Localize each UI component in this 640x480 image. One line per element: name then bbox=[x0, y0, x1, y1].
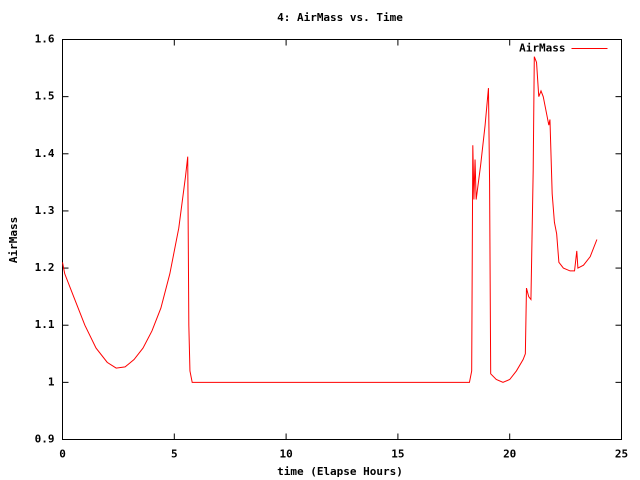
x-tick-label: 15 bbox=[391, 448, 404, 461]
y-axis-label: AirMass bbox=[7, 217, 20, 263]
y-tick-label: 1.3 bbox=[35, 204, 55, 217]
x-tick-label: 20 bbox=[503, 448, 516, 461]
y-tick-label: 1.4 bbox=[35, 147, 55, 160]
y-tick-label: 1.6 bbox=[35, 33, 55, 46]
y-tick-label: 1.1 bbox=[35, 318, 55, 331]
x-tick-label: 0 bbox=[59, 448, 66, 461]
legend-label: AirMass bbox=[519, 42, 565, 55]
y-tick-label: 1 bbox=[48, 375, 55, 388]
x-tick-label: 25 bbox=[615, 448, 628, 461]
x-tick-label: 10 bbox=[279, 448, 292, 461]
x-tick-label: 5 bbox=[171, 448, 178, 461]
chart-title: 4: AirMass vs. Time bbox=[277, 11, 403, 24]
x-axis-label: time (Elapse Hours) bbox=[277, 465, 403, 478]
plot-frame bbox=[62, 39, 622, 440]
y-tick-label: 0.9 bbox=[35, 433, 55, 446]
data-line bbox=[62, 56, 598, 383]
y-tick-label: 1.5 bbox=[35, 90, 55, 103]
y-tick-label: 1.2 bbox=[35, 261, 55, 274]
